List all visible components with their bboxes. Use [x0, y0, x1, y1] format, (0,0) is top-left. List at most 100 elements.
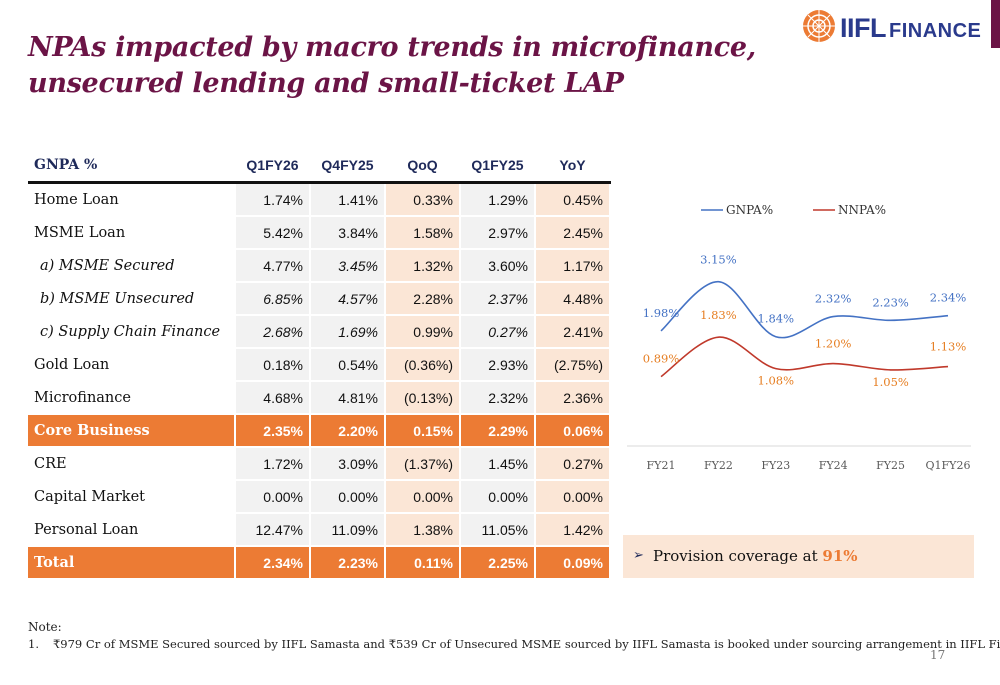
table-row: Home Loan 1.74% 1.41% 0.33% 1.29% 0.45% [28, 182, 611, 217]
logo-emblem-icon [803, 10, 835, 42]
provision-coverage-box: ➢ Provision coverage at 91% [623, 535, 974, 578]
page-title: NPAs impacted by macro trends in microfi… [28, 32, 756, 99]
table-cell: 4.68% [235, 381, 311, 415]
row-label: Microfinance [28, 381, 236, 415]
row-label: Gold Loan [28, 348, 236, 382]
table-cell: 1.32% [385, 249, 461, 283]
data-label: 2.32% [815, 292, 852, 306]
data-label: 1.08% [758, 374, 795, 388]
series-line-nnpa [660, 336, 949, 378]
data-label: 1.20% [815, 337, 852, 351]
table-cell: 0.06% [535, 414, 611, 448]
data-label: 1.05% [872, 375, 909, 389]
table-cell: 1.42% [535, 513, 611, 547]
brand-accent-bar [991, 0, 1000, 48]
table-cell: 1.58% [385, 216, 461, 250]
row-label: MSME Loan [28, 216, 236, 250]
data-label: 3.15% [700, 253, 737, 267]
table-row-core-business: Core Business 2.35% 2.20% 0.15% 2.29% 0.… [28, 414, 611, 448]
legend-label: GNPA% [726, 203, 773, 217]
table-cell: 2.41% [535, 315, 611, 349]
table-cell: 4.77% [235, 249, 311, 283]
table-cell: 2.68% [235, 315, 311, 349]
x-tick-label: FY23 [761, 459, 790, 472]
data-label: 2.23% [872, 295, 909, 309]
table-cell: 2.35% [235, 414, 311, 448]
column-header: Q1FY25 [460, 148, 536, 184]
table-cell: 0.00% [535, 480, 611, 514]
logo-wordmark: IIFL FINANCE [840, 13, 982, 43]
row-label: Home Loan [28, 182, 236, 217]
table-cell: 4.48% [535, 282, 611, 316]
row-label: Core Business [28, 414, 236, 448]
table-cell: 2.20% [310, 414, 386, 448]
table-cell: (0.36%) [385, 348, 461, 382]
row-label: b) MSME Unsecured [28, 282, 236, 316]
table-cell: 6.85% [235, 282, 311, 316]
table-cell: 0.54% [310, 348, 386, 382]
data-label: 1.98% [643, 306, 680, 320]
x-tick-label: Q1FY26 [926, 459, 971, 472]
table-cell: 2.37% [460, 282, 536, 316]
column-header: QoQ [385, 148, 461, 184]
note-heading: Note: [28, 620, 62, 634]
column-header: Q4FY25 [310, 148, 386, 184]
x-tick-label: FY24 [819, 459, 848, 472]
table-cell: 1.41% [310, 182, 386, 217]
table-cell: 4.81% [310, 381, 386, 415]
table-cell: 3.45% [310, 249, 386, 283]
table-row: CRE 1.72% 3.09% (1.37%) 1.45% 0.27% [28, 447, 611, 481]
table-cell: (1.37%) [385, 447, 461, 481]
column-header: GNPA % [28, 148, 236, 184]
table-cell: 2.36% [535, 381, 611, 415]
x-tick-label: FY25 [876, 459, 905, 472]
data-label: 1.83% [700, 308, 737, 322]
npa-trend-chart: FY21 FY22 FY23 FY24 FY25 Q1FY26 1.98% 3.15% 1.84… [623, 186, 975, 482]
table-cell: 0.27% [460, 315, 536, 349]
table-cell: (0.13%) [385, 381, 461, 415]
provision-coverage-text: Provision coverage at 91% [653, 547, 858, 565]
table-header-row: GNPA % Q1FY26 Q4FY25 QoQ Q1FY25 YoY [28, 148, 611, 184]
table-cell: 1.74% [235, 182, 311, 217]
table-row: b) MSME Unsecured 6.85% 4.57% 2.28% 2.37… [28, 282, 611, 316]
table-cell: 2.29% [460, 414, 536, 448]
table-cell: 0.27% [535, 447, 611, 481]
table-cell: 1.69% [310, 315, 386, 349]
table-cell: 2.93% [460, 348, 536, 382]
table-cell: 1.45% [460, 447, 536, 481]
footnote-text: ₹979 Cr of MSME Secured sourced by IIFL … [52, 637, 1000, 651]
table-cell: 0.00% [310, 480, 386, 514]
table-cell: 0.00% [385, 480, 461, 514]
provision-coverage-value: 91% [822, 547, 858, 565]
company-logo: IIFL FINANCE [800, 5, 985, 47]
row-label: c) Supply Chain Finance [28, 315, 236, 349]
table-cell: 0.33% [385, 182, 461, 217]
table-cell: 0.00% [460, 480, 536, 514]
table-row: MSME Loan 5.42% 3.84% 1.58% 2.97% 2.45% [28, 216, 611, 250]
npa-line-chart-svg: FY21 FY22 FY23 FY24 FY25 Q1FY26 1.98% 3.15% 1.84… [627, 203, 971, 472]
x-tick-label: FY21 [647, 459, 676, 472]
row-label: Capital Market [28, 480, 236, 514]
gnpa-table: GNPA % Q1FY26 Q4FY25 QoQ Q1FY25 YoY Home… [28, 148, 611, 580]
table-cell: 11.09% [310, 513, 386, 547]
table-cell: 3.84% [310, 216, 386, 250]
table-row: Personal Loan 12.47% 11.09% 1.38% 11.05%… [28, 513, 611, 547]
table-cell: 0.45% [535, 182, 611, 217]
row-label: a) MSME Secured [28, 249, 236, 283]
table-cell: 1.72% [235, 447, 311, 481]
table-cell: 12.47% [235, 513, 311, 547]
table-cell: 0.15% [385, 414, 461, 448]
table-cell: 2.25% [460, 546, 536, 580]
table-cell: 2.23% [310, 546, 386, 580]
data-label: 1.84% [758, 312, 795, 326]
table-cell: 2.34% [235, 546, 311, 580]
row-label: Personal Loan [28, 513, 236, 547]
series-line-gnpa [660, 280, 949, 339]
table-cell: 1.17% [535, 249, 611, 283]
table-cell: 3.60% [460, 249, 536, 283]
table-row-total: Total 2.34% 2.23% 0.11% 2.25% 0.09% [28, 546, 611, 580]
row-label: Total [28, 546, 236, 580]
footnote-number: 1. [28, 637, 39, 651]
data-label: 2.34% [930, 291, 967, 305]
table-cell: 2.45% [535, 216, 611, 250]
